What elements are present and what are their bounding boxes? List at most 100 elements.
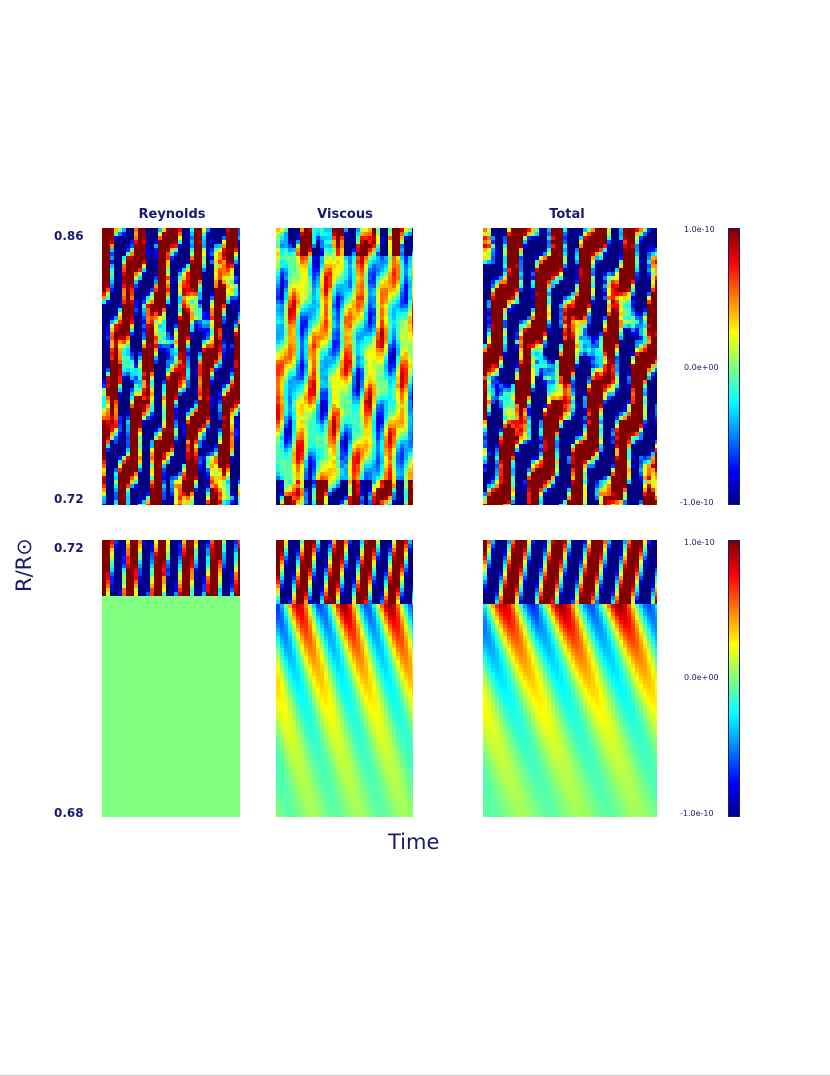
heatmap-reynolds-upper-cell (234, 496, 239, 501)
heatmap-viscous-upper-cell (384, 456, 389, 461)
heatmap-reynolds-upper-cell (230, 276, 235, 281)
heatmap-viscous-upper-cell (380, 312, 385, 317)
heatmap-viscous-upper-cell (412, 412, 413, 417)
heatmap-reynolds-upper-cell (222, 364, 227, 369)
heatmap-viscous-upper-cell (328, 328, 333, 333)
heatmap-viscous-upper-cell (360, 280, 365, 285)
heatmap-reynolds-upper-cell (194, 476, 199, 481)
heatmap-reynolds-upper-cell (106, 252, 111, 257)
heatmap-viscous-upper-cell (320, 444, 325, 449)
heatmap-viscous-upper-cell (284, 260, 289, 265)
heatmap-viscous-upper-cell (288, 424, 293, 429)
heatmap-reynolds-upper-cell (134, 452, 139, 457)
heatmap-reynolds-upper-cell (238, 252, 240, 257)
heatmap-reynolds-upper-cell (210, 304, 215, 309)
heatmap-reynolds-upper-cell (226, 288, 231, 293)
heatmap-viscous-upper-cell (336, 416, 341, 421)
heatmap-reynolds-upper-cell (162, 436, 167, 441)
heatmap-reynolds-upper-cell (126, 296, 131, 301)
heatmap-viscous-upper-cell (320, 484, 325, 489)
heatmap-viscous-upper-cell (388, 484, 393, 489)
heatmap-reynolds-upper-cell (186, 308, 191, 313)
heatmap-viscous-upper-cell (360, 432, 365, 437)
heatmap-reynolds-upper-cell (170, 448, 175, 453)
heatmap-reynolds-upper-cell (106, 336, 111, 341)
heatmap-reynolds-upper-cell (150, 284, 155, 289)
heatmap-reynolds-upper-cell (126, 456, 131, 461)
heatmap-reynolds-upper-cell (174, 364, 179, 369)
heatmap-reynolds-upper-cell (202, 336, 207, 341)
heatmap-viscous-upper-cell (360, 496, 365, 501)
heatmap-reynolds-upper-cell (238, 324, 240, 329)
heatmap-reynolds-upper-cell (166, 492, 171, 497)
heatmap-reynolds-upper-cell (174, 408, 179, 413)
heatmap-viscous-upper-cell (364, 232, 369, 237)
heatmap-reynolds-upper-cell (214, 452, 219, 457)
heatmap-viscous-upper-cell (340, 256, 345, 261)
heatmap-viscous-upper-cell (324, 308, 329, 313)
heatmap-reynolds-upper-cell (114, 284, 119, 289)
heatmap-viscous-upper-cell (320, 468, 325, 473)
heatmap-viscous-upper-cell (344, 276, 349, 281)
heatmap-viscous-upper-cell (384, 424, 389, 429)
heatmap-viscous-upper-cell (280, 452, 285, 457)
heatmap-reynolds-upper-cell (186, 492, 191, 497)
heatmap-viscous-upper-cell (392, 308, 397, 313)
heatmap-total-upper-cell (603, 232, 608, 237)
heatmap-viscous-upper-cell (376, 232, 381, 237)
heatmap-reynolds-upper-cell (230, 476, 235, 481)
heatmap-reynolds-upper-cell (110, 444, 115, 449)
heatmap-viscous-upper-cell (336, 384, 341, 389)
heatmap-viscous-upper-cell (396, 352, 401, 357)
heatmap-viscous-upper-cell (284, 344, 289, 349)
heatmap-reynolds-upper-cell (142, 244, 147, 249)
heatmap-viscous-upper-cell (380, 260, 385, 265)
heatmap-reynolds-upper-cell (182, 388, 187, 393)
heatmap-viscous-upper-cell (320, 304, 325, 309)
heatmap-viscous-upper-cell (360, 328, 365, 333)
heatmap-reynolds-upper-cell (206, 380, 211, 385)
heatmap-reynolds-upper-cell (150, 360, 155, 365)
heatmap-reynolds-upper-cell (126, 500, 131, 505)
heatmap-viscous-upper-cell (400, 500, 405, 505)
heatmap-viscous-upper-cell (320, 504, 325, 505)
heatmap-reynolds-upper-cell (238, 484, 240, 489)
heatmap-reynolds-upper-cell (138, 288, 143, 293)
heatmap-viscous-upper-cell (376, 416, 381, 421)
heatmap-reynolds-upper-cell (226, 472, 231, 477)
heatmap-viscous-upper-cell (360, 372, 365, 377)
heatmap-reynolds-upper-cell (234, 300, 239, 305)
heatmap-reynolds-upper-cell (106, 296, 111, 301)
heatmap-reynolds-upper-cell (106, 504, 111, 505)
heatmap-reynolds-upper-cell (174, 428, 179, 433)
heatmap-viscous-upper-cell (324, 368, 329, 373)
heatmap-viscous-upper-cell (328, 348, 333, 353)
heatmap-reynolds-upper-cell (226, 248, 231, 253)
heatmap-reynolds-upper-cell (170, 288, 175, 293)
heatmap-viscous-upper-cell (400, 368, 405, 373)
heatmap-reynolds-upper-cell (214, 296, 219, 301)
heatmap-reynolds-upper-cell (210, 452, 215, 457)
heatmap-reynolds-upper-cell (118, 468, 123, 473)
heatmap-viscous-upper-cell (292, 388, 297, 393)
heatmap-viscous-upper-cell (384, 276, 389, 281)
heatmap-viscous-upper-cell (372, 276, 377, 281)
heatmap-reynolds-upper-cell (182, 436, 187, 441)
heatmap-reynolds-upper-cell (154, 440, 159, 445)
heatmap-total-upper-cell (571, 228, 576, 233)
heatmap-reynolds-upper-cell (198, 460, 203, 465)
heatmap-reynolds-upper-cell (118, 492, 123, 497)
heatmap-reynolds-upper-cell (142, 328, 147, 333)
heatmap-viscous-upper-cell (408, 300, 413, 305)
heatmap-reynolds-upper-cell (182, 324, 187, 329)
heatmap-viscous-upper-cell (392, 376, 397, 381)
heatmap-reynolds-upper-cell (226, 312, 231, 317)
heatmap-viscous-upper-cell (276, 456, 281, 461)
heatmap-viscous-upper-cell (276, 340, 281, 345)
heatmap-reynolds-upper-cell (190, 404, 195, 409)
heatmap-reynolds-upper-cell (190, 468, 195, 473)
heatmap-reynolds-upper-cell (222, 244, 227, 249)
heatmap-reynolds-upper-cell (218, 260, 223, 265)
heatmap-viscous-upper-cell (392, 424, 397, 429)
heatmap-viscous-upper-cell (348, 464, 353, 469)
